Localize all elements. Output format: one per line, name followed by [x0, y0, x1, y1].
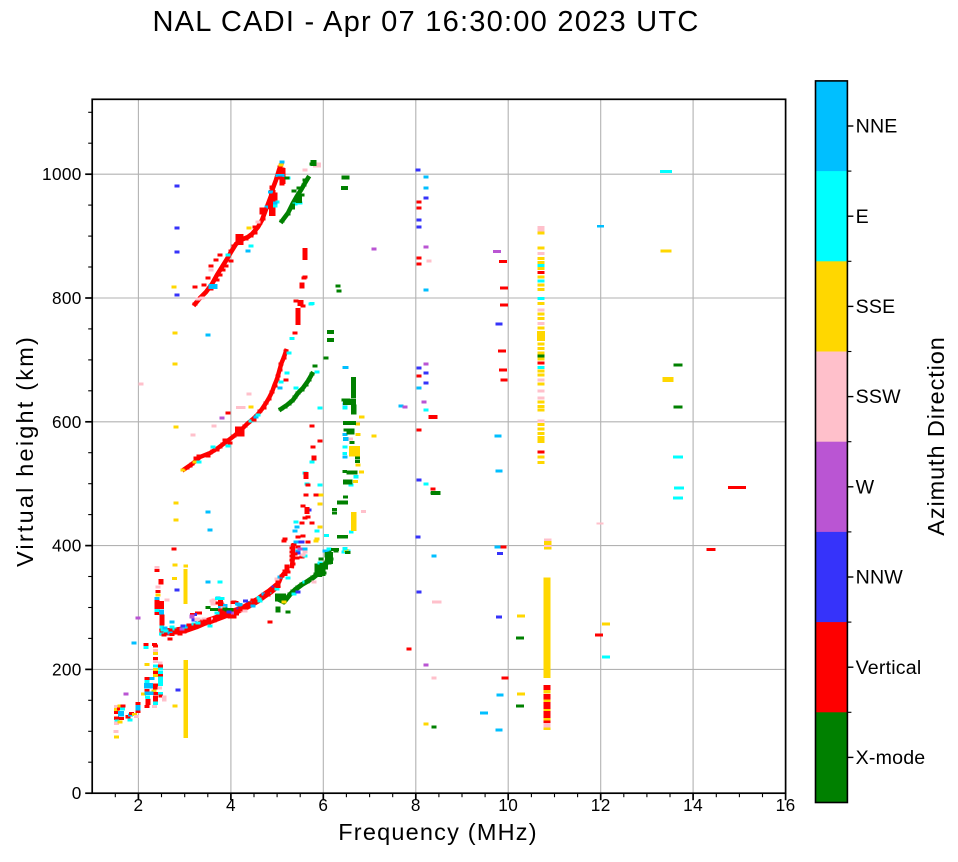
svg-text:200: 200: [52, 659, 82, 679]
svg-text:W: W: [856, 476, 875, 498]
svg-text:0: 0: [72, 783, 82, 803]
svg-text:10: 10: [498, 795, 518, 815]
svg-text:E: E: [856, 206, 869, 228]
svg-text:4: 4: [226, 795, 236, 815]
svg-text:1000: 1000: [42, 164, 82, 184]
svg-text:8: 8: [411, 795, 421, 815]
svg-text:800: 800: [52, 288, 82, 308]
svg-text:NNW: NNW: [856, 567, 904, 589]
svg-text:600: 600: [52, 412, 82, 432]
svg-text:SSE: SSE: [856, 296, 896, 318]
svg-text:NAL CADI - Apr 07 16:30:00 202: NAL CADI - Apr 07 16:30:00 2023 UTC: [152, 6, 699, 38]
svg-text:Azimuth Direction: Azimuth Direction: [923, 336, 949, 535]
svg-text:12: 12: [591, 795, 611, 815]
svg-text:NNE: NNE: [856, 116, 898, 138]
svg-text:6: 6: [318, 795, 328, 815]
svg-text:2: 2: [133, 795, 143, 815]
svg-text:14: 14: [683, 795, 703, 815]
svg-text:SSW: SSW: [856, 386, 902, 408]
svg-text:Virtual height (km): Virtual height (km): [12, 335, 38, 567]
svg-text:Vertical: Vertical: [856, 657, 922, 679]
svg-text:400: 400: [52, 536, 82, 556]
svg-text:Frequency (MHz): Frequency (MHz): [338, 819, 538, 845]
svg-text:X-mode: X-mode: [856, 747, 926, 769]
svg-text:16: 16: [776, 795, 796, 815]
